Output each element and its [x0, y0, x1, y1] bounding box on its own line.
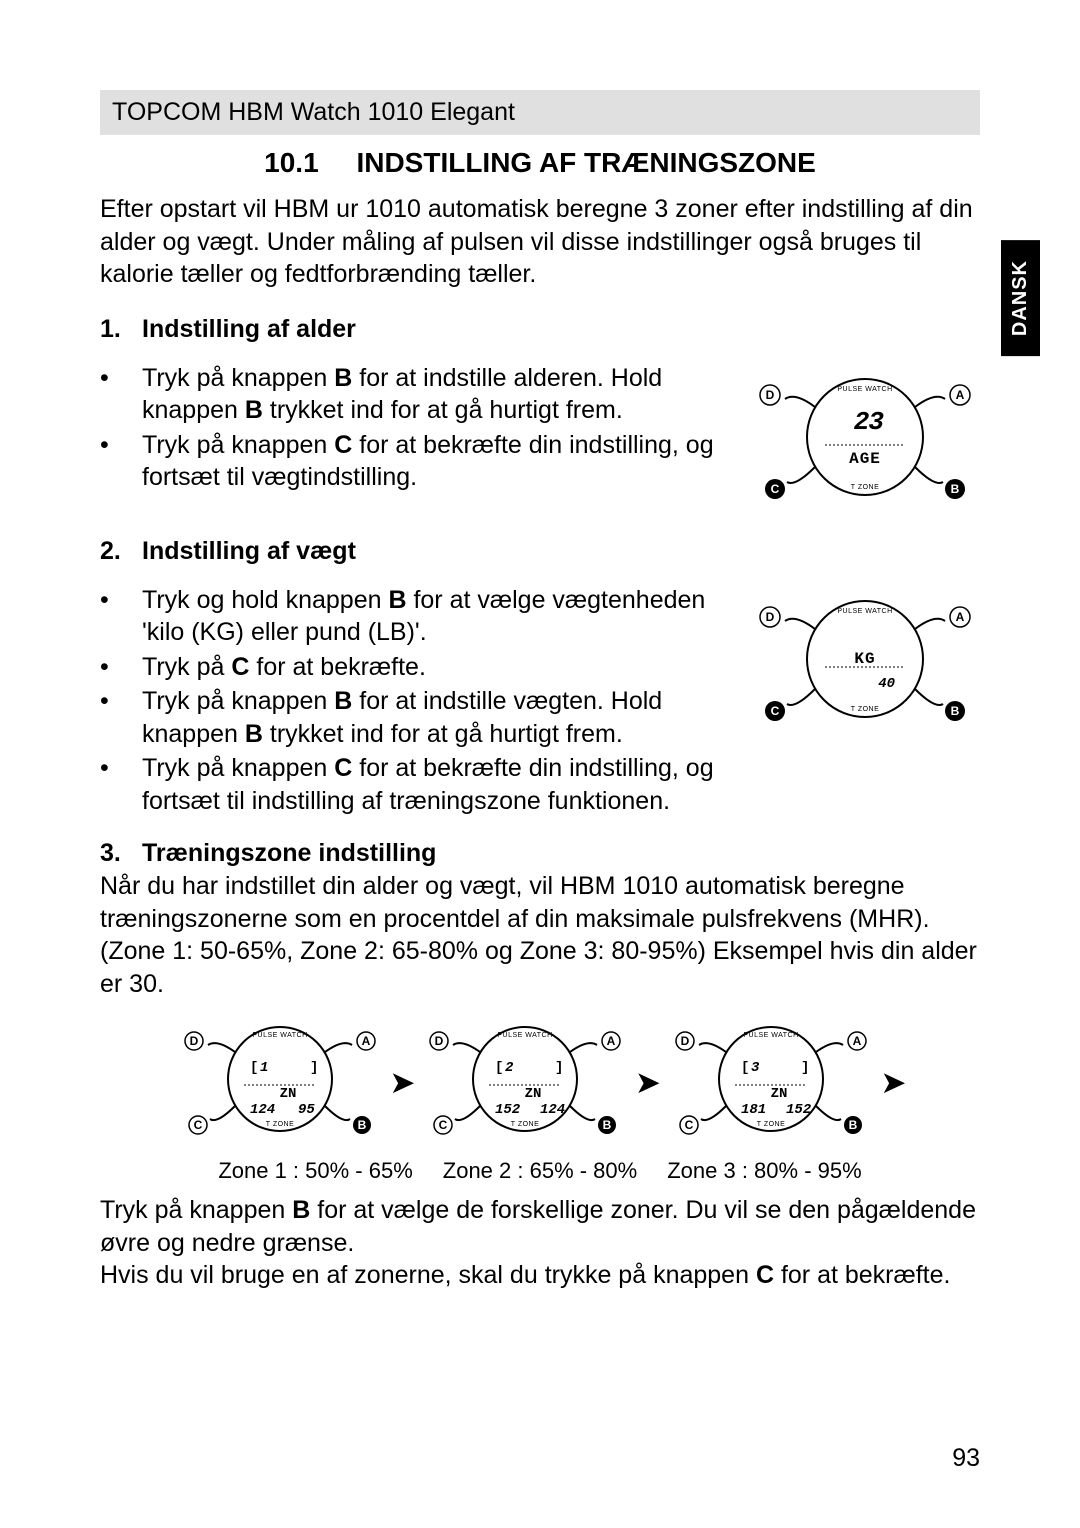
zone-labels: Zone 1 : 50% - 65% Zone 2 : 65% - 80% Zo… — [100, 1158, 980, 1184]
svg-text:95: 95 — [298, 1102, 315, 1118]
zone1-label: Zone 1 : 50% - 65% — [218, 1158, 412, 1184]
step2-heading: 2. Indstilling af vægt — [100, 537, 980, 566]
step2-b4: Tryk på knappen C for at bekræfte din in… — [142, 752, 730, 817]
svg-text:T ZONE: T ZONE — [266, 1121, 295, 1128]
svg-text:D: D — [435, 1034, 444, 1048]
svg-text:B: B — [951, 482, 960, 496]
step1-title: Indstilling af alder — [142, 315, 356, 344]
svg-text:B: B — [603, 1118, 612, 1132]
svg-text:B: B — [848, 1118, 857, 1132]
svg-text:PULSE WATCH: PULSE WATCH — [743, 1032, 798, 1039]
intro-text: Efter opstart vil HBM ur 1010 automatisk… — [100, 193, 980, 291]
svg-text:PULSE WATCH: PULSE WATCH — [252, 1032, 307, 1039]
section-title: 10.1 INDSTILLING AF TRÆNINGSZONE — [100, 147, 980, 179]
step3-p2: Tryk på knappen B for at vælge de forske… — [100, 1194, 980, 1259]
svg-text:T ZONE: T ZONE — [756, 1121, 785, 1128]
step3-title: Træningszone indstilling — [142, 839, 436, 868]
svg-text:B: B — [951, 704, 960, 718]
svg-text:40: 40 — [878, 676, 895, 692]
svg-text:C: C — [684, 1118, 693, 1132]
step2-b3: Tryk på knappen B for at indstille vægte… — [142, 685, 730, 750]
svg-text:AGE: AGE — [849, 450, 881, 468]
svg-text:D: D — [766, 388, 775, 402]
svg-text:[: [ — [250, 1060, 258, 1076]
svg-text:T ZONE: T ZONE — [851, 706, 880, 713]
step2-bullets: •Tryk og hold knappen B for at vælge væg… — [100, 584, 730, 818]
svg-text:152: 152 — [786, 1102, 812, 1118]
zone3-label: Zone 3 : 80% - 95% — [667, 1158, 861, 1184]
svg-text:PULSE WATCH: PULSE WATCH — [837, 608, 892, 615]
svg-text:A: A — [852, 1034, 861, 1048]
step1-b1: Tryk på knappen B for at indstille alder… — [142, 362, 730, 427]
svg-text:PULSE WATCH: PULSE WATCH — [837, 386, 892, 393]
zone1-figure: D A C B PULSE WATCH T ZONE [ 1 ] ZN 124 … — [175, 1012, 385, 1152]
language-tab: DANSK — [1001, 240, 1040, 356]
svg-text:3: 3 — [751, 1060, 760, 1076]
step1-bullets: •Tryk på knappen B for at indstille alde… — [100, 362, 730, 494]
svg-text:[: [ — [495, 1060, 503, 1076]
svg-text:23: 23 — [854, 407, 885, 437]
svg-text:124: 124 — [250, 1102, 275, 1118]
svg-text:181: 181 — [741, 1102, 766, 1118]
svg-text:]: ] — [310, 1060, 318, 1076]
step1-b2: Tryk på knappen C for at bekræfte din in… — [142, 429, 730, 494]
svg-text:1: 1 — [260, 1060, 268, 1076]
svg-text:A: A — [361, 1034, 370, 1048]
step3-num: 3. — [100, 839, 142, 868]
step3-p1: Når du har indstillet din alder og vægt,… — [100, 870, 980, 1000]
svg-text:[: [ — [741, 1060, 749, 1076]
svg-text:C: C — [193, 1118, 202, 1132]
arrow-icon: ➤ — [636, 1066, 659, 1099]
step2-b1: Tryk og hold knappen B for at vælge vægt… — [142, 584, 730, 649]
section-heading: INDSTILLING AF TRÆNINGSZONE — [356, 147, 815, 178]
svg-text:D: D — [766, 610, 775, 624]
step1-num: 1. — [100, 315, 142, 344]
svg-text:A: A — [956, 610, 965, 624]
svg-text:152: 152 — [495, 1102, 521, 1118]
svg-text:]: ] — [555, 1060, 563, 1076]
svg-text:T ZONE: T ZONE — [851, 484, 880, 491]
svg-text:124: 124 — [540, 1102, 565, 1118]
watch-weight-figure: D A C B PULSE WATCH T ZONE KG 40 — [750, 584, 980, 739]
svg-text:D: D — [680, 1034, 689, 1048]
zone2-figure: D A C B PULSE WATCH T ZONE [ 2 ] ZN 152 … — [420, 1012, 630, 1152]
zone2-label: Zone 2 : 65% - 80% — [443, 1158, 637, 1184]
svg-text:ZN: ZN — [525, 1086, 542, 1102]
svg-text:]: ] — [801, 1060, 809, 1076]
svg-text:T ZONE: T ZONE — [511, 1121, 540, 1128]
page-number: 93 — [952, 1444, 980, 1473]
watch-age-figure: D A C B PULSE WATCH T ZONE 23 AGE — [750, 362, 980, 517]
svg-text:D: D — [189, 1034, 198, 1048]
step3-p3: Hvis du vil bruge en af zonerne, skal du… — [100, 1259, 980, 1292]
svg-text:ZN: ZN — [770, 1086, 787, 1102]
svg-text:C: C — [439, 1118, 448, 1132]
svg-text:PULSE WATCH: PULSE WATCH — [498, 1032, 553, 1039]
svg-text:KG: KG — [854, 650, 875, 668]
svg-text:A: A — [956, 388, 965, 402]
svg-text:B: B — [357, 1118, 366, 1132]
header-bar: TOPCOM HBM Watch 1010 Elegant — [100, 90, 980, 135]
zones-row: D A C B PULSE WATCH T ZONE [ 1 ] ZN 124 … — [100, 1012, 980, 1152]
svg-text:A: A — [607, 1034, 616, 1048]
svg-text:C: C — [771, 704, 780, 718]
step2-title: Indstilling af vægt — [142, 537, 356, 566]
arrow-icon: ➤ — [882, 1066, 905, 1099]
step2-num: 2. — [100, 537, 142, 566]
svg-text:2: 2 — [505, 1060, 514, 1076]
svg-text:ZN: ZN — [279, 1086, 296, 1102]
zone3-figure: D A C B PULSE WATCH T ZONE [ 3 ] ZN 181 … — [666, 1012, 876, 1152]
section-number: 10.1 — [264, 147, 319, 179]
arrow-icon: ➤ — [391, 1066, 414, 1099]
step3-heading: 3. Træningszone indstilling — [100, 839, 980, 868]
step2-b2: Tryk på C for at bekræfte. — [142, 651, 730, 684]
svg-text:C: C — [771, 482, 780, 496]
step1-heading: 1. Indstilling af alder — [100, 315, 980, 344]
